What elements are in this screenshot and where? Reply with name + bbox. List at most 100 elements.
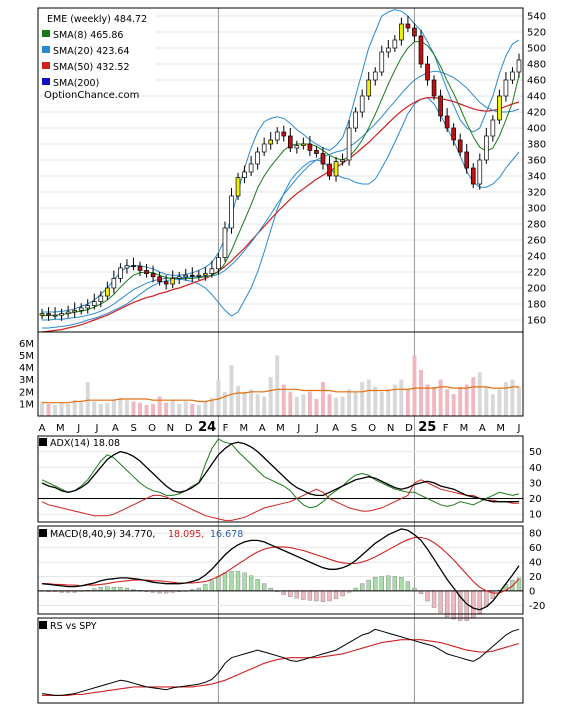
volume-y-tick-label: 1M <box>19 399 34 410</box>
candle-body <box>392 39 398 49</box>
price-y-tick-label: 160 <box>527 316 546 327</box>
candle-body <box>268 139 274 145</box>
volume-bar <box>190 403 195 416</box>
macd-histogram-bar <box>216 576 221 592</box>
volume-bar <box>242 391 247 416</box>
x-axis-month-label: D <box>185 423 193 434</box>
macd-y-tick-label: 0 <box>529 586 535 597</box>
macd-histogram-bar <box>111 587 117 592</box>
candle-body <box>425 63 430 81</box>
price-y-tick-label: 440 <box>527 92 546 103</box>
volume-bar <box>307 391 312 416</box>
macd-histogram-bar <box>255 579 260 592</box>
candle-body <box>503 79 509 97</box>
price-y-tick-label: 180 <box>527 300 546 311</box>
price-y-tick-label: 540 <box>527 12 546 23</box>
volume-average-line <box>42 386 519 404</box>
volume-bar <box>432 386 437 416</box>
price-y-tick-label: 500 <box>527 44 546 55</box>
x-axis-month-label: M <box>276 423 285 434</box>
volume-bar <box>268 377 273 416</box>
volume-bar <box>464 384 469 416</box>
volume-bar <box>151 403 156 416</box>
price-y-tick-label: 280 <box>527 220 546 231</box>
candle-body <box>372 71 378 81</box>
candle-body <box>327 163 332 177</box>
volume-bar <box>138 402 142 416</box>
candle-body <box>346 127 352 161</box>
candle-body <box>229 195 234 229</box>
adx-legend-swatch <box>39 438 47 446</box>
volume-bar <box>477 372 482 416</box>
macd-y-tick-label: -20 <box>529 601 545 612</box>
candle-body <box>189 274 195 277</box>
candle-body <box>314 150 319 154</box>
volume-bar <box>321 382 325 416</box>
macd-y-tick-label: 80 <box>529 529 542 540</box>
price-y-tick-label: 420 <box>527 108 546 119</box>
candle-body <box>78 307 84 311</box>
x-axis-year-label: 25 <box>418 420 436 435</box>
macd-histogram-bar <box>98 587 103 592</box>
candle-body <box>301 143 306 146</box>
candle-body <box>281 131 287 137</box>
x-axis-month-label: A <box>259 423 266 434</box>
macd-histogram-bar <box>366 579 371 592</box>
candle-body <box>209 268 215 274</box>
candle-body <box>65 311 71 314</box>
adx-line <box>41 441 520 503</box>
volume-bar <box>183 401 188 416</box>
candle-body <box>176 276 182 279</box>
volume-bar <box>340 396 345 416</box>
candle-body <box>105 287 110 297</box>
macd-histogram-bar <box>431 590 437 608</box>
volume-bar <box>72 400 77 416</box>
volume-bar <box>334 397 339 416</box>
candle-body <box>379 51 385 73</box>
candle-body <box>294 145 300 149</box>
x-axis-month-label: J <box>296 423 300 434</box>
candle-body <box>497 95 502 121</box>
macd-y-tick-label: 40 <box>529 558 542 569</box>
volume-bar <box>92 401 97 416</box>
macd-histogram-bar <box>288 590 293 597</box>
candle-body <box>484 135 489 161</box>
candle-body <box>242 171 247 178</box>
volume-bar <box>275 355 280 416</box>
candle-body <box>203 273 208 276</box>
volume-bar <box>353 391 358 416</box>
volume-y-tick-label: 4M <box>19 363 34 374</box>
macd-histogram-bar <box>294 590 299 599</box>
x-axis-month-label: N <box>167 423 174 434</box>
volume-bar <box>177 403 182 416</box>
candle-body <box>46 313 51 316</box>
price-y-tick-label: 360 <box>527 156 546 167</box>
volume-bar <box>46 403 51 416</box>
macd-panel-frame <box>37 525 524 615</box>
candle-body <box>118 267 123 279</box>
legend-entry: SMA(8) 465.86 <box>53 30 123 41</box>
macd-histogram-bar <box>314 590 319 602</box>
macd-histogram-bar <box>222 572 228 592</box>
volume-bar <box>79 402 84 416</box>
volume-bar <box>59 402 64 416</box>
volume-bar <box>170 400 175 416</box>
price-y-tick-label: 400 <box>527 124 546 135</box>
candle-body <box>163 281 169 285</box>
macd-histogram-bar <box>373 577 378 592</box>
candle-body <box>39 313 45 316</box>
adx-panel-frame <box>37 435 524 523</box>
price-y-tick-label: 340 <box>527 172 546 183</box>
volume-bar <box>294 396 299 416</box>
price-y-tick-label: 260 <box>527 236 546 247</box>
volume-bar <box>438 379 443 416</box>
macd-histogram-bar <box>438 590 443 613</box>
candle-body <box>111 278 117 289</box>
volume-bar <box>327 394 332 416</box>
legend-entry: EME (weekly) 484.72 <box>47 14 147 25</box>
macd-histogram-bar <box>451 590 456 620</box>
volume-bar <box>445 389 450 416</box>
volume-bar <box>216 379 221 416</box>
volume-bar <box>281 384 286 416</box>
macd-histogram-bar <box>386 575 391 592</box>
